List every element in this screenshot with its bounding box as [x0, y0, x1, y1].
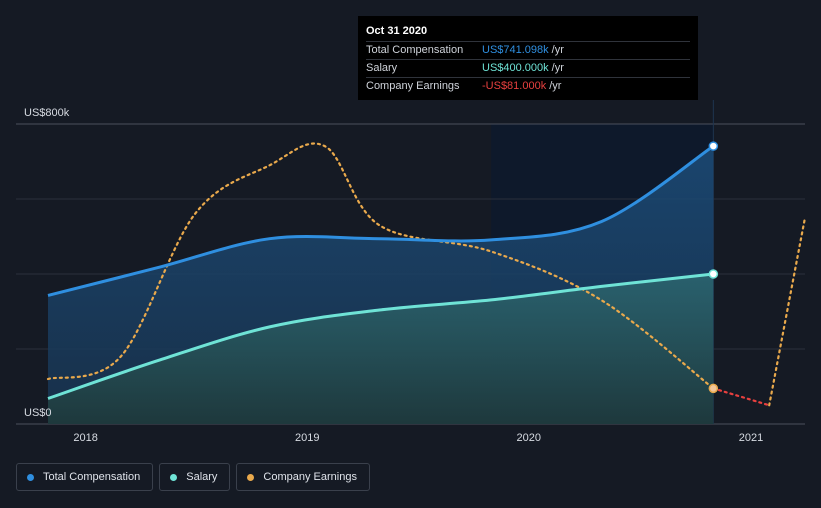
company-earnings-marker [708, 383, 719, 394]
series-markers [708, 141, 719, 394]
salary-line [47, 272, 714, 400]
tooltip-row: Company Earnings -US$81.000k /yr [366, 77, 690, 95]
tooltip-label: Total Compensation [366, 44, 464, 56]
tooltip-row: Total Compensation US$741.098k /yr [366, 41, 690, 59]
company-earnings-negative-line [712, 387, 771, 407]
y-axis-labels: US$800k US$0 [24, 107, 70, 419]
x-axis-labels: 2018 2019 2020 2021 [73, 432, 763, 444]
tooltip-value: US$400.000k [482, 62, 549, 74]
total-compensation-marker [708, 141, 719, 151]
legend-item-company-earnings[interactable]: Company Earnings [236, 463, 370, 491]
legend-dot-icon [27, 473, 34, 481]
tooltip-unit: /yr [551, 44, 564, 56]
tooltip-date: Oct 31 2020 [366, 25, 428, 37]
y-tick-label: US$0 [24, 407, 52, 419]
tooltip-label: Company Earnings [366, 80, 460, 92]
y-tick-label: US$800k [24, 107, 70, 119]
tooltip-value: -US$81.000k [482, 80, 547, 92]
company-earnings-line-after [768, 216, 807, 407]
x-tick-label: 2018 [73, 432, 97, 444]
legend-item-total-compensation[interactable]: Total Compensation [16, 463, 154, 491]
company-earnings-line [46, 142, 715, 390]
legend-label: Salary [186, 471, 218, 483]
legend-dot-icon [247, 473, 255, 481]
salary-marker [708, 269, 719, 279]
series-lines [46, 142, 807, 407]
salary-area [48, 274, 714, 424]
tooltip: Oct 31 2020 Total Compensation US$741.09… [358, 16, 698, 100]
legend-label: Total Compensation [43, 471, 141, 483]
series-areas [48, 146, 714, 424]
legend-label: Company Earnings [263, 471, 357, 483]
tooltip-value: US$741.098k [482, 44, 549, 56]
total-compensation-line [47, 144, 715, 297]
tooltip-unit: /yr [551, 62, 564, 74]
x-tick-label: 2019 [295, 432, 319, 444]
legend-item-salary[interactable]: Salary [159, 463, 231, 491]
x-tick-label: 2020 [517, 432, 541, 444]
legend-dot-icon [170, 473, 178, 481]
legend: Total Compensation Salary Company Earnin… [16, 463, 370, 491]
x-tick-label: 2021 [739, 432, 763, 444]
tooltip-row: Salary US$400.000k /yr [366, 59, 690, 77]
tooltip-label: Salary [366, 62, 398, 74]
tooltip-unit: /yr [549, 80, 562, 92]
